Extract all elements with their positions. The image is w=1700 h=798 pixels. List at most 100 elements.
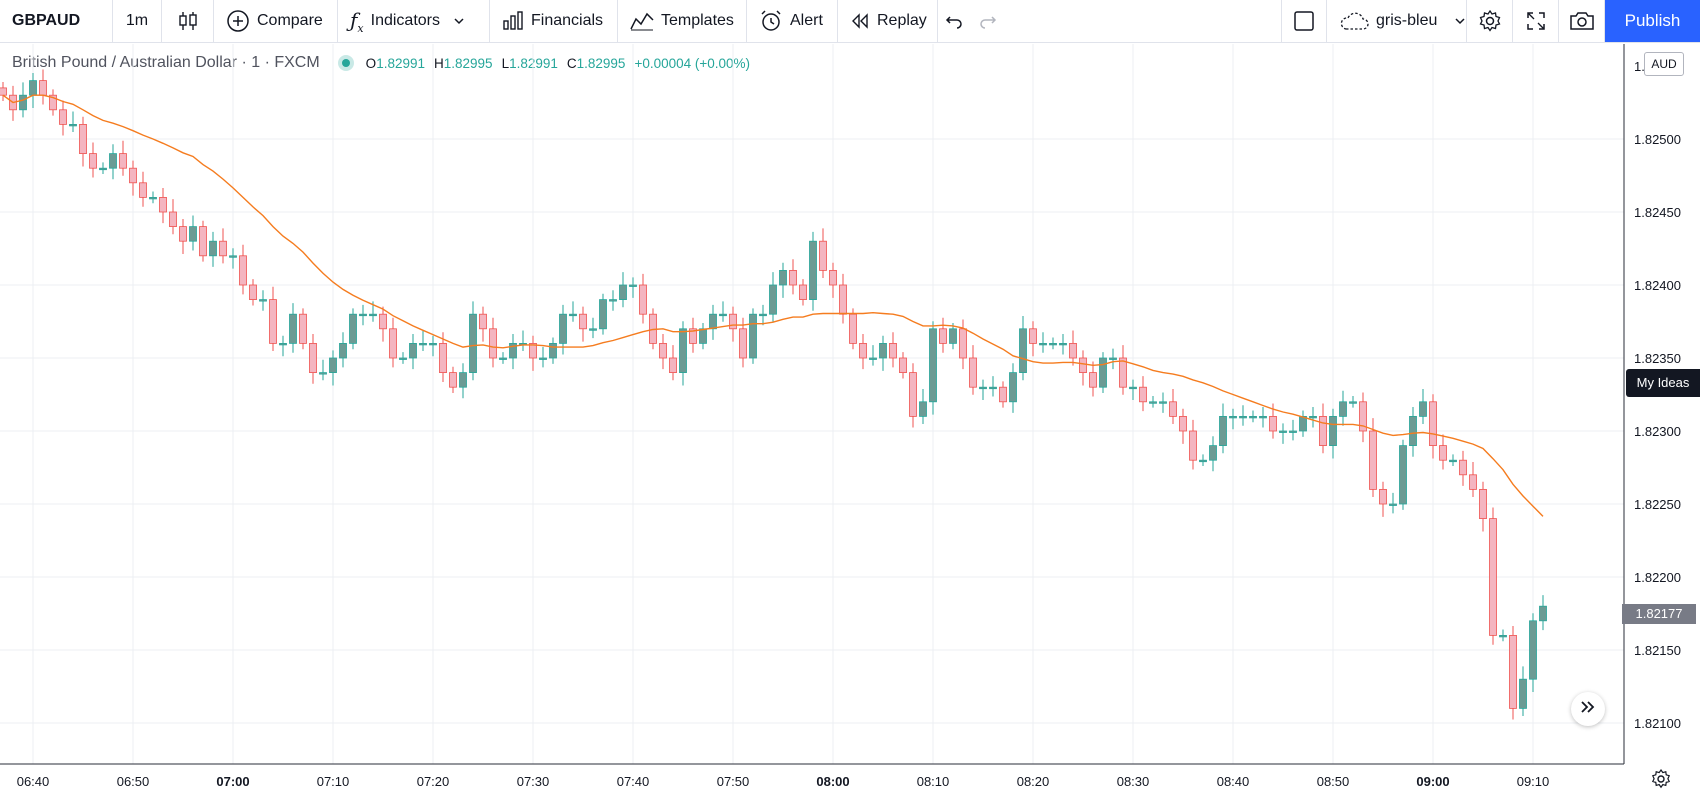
- time-tick-label: 07:50: [717, 774, 750, 789]
- price-tick-label: 1.82100: [1634, 716, 1681, 731]
- price-tick-label: 1.82200: [1634, 570, 1681, 585]
- currency-badge[interactable]: AUD: [1644, 52, 1684, 76]
- candle-body: [449, 372, 457, 388]
- series-title[interactable]: British Pound / Australian Dollar · 1 · …: [12, 54, 320, 71]
- candle-body: [959, 328, 967, 359]
- replay-button[interactable]: Replay: [838, 0, 938, 42]
- candle-body: [189, 226, 197, 242]
- snapshot-button[interactable]: [1559, 0, 1605, 42]
- publish-button[interactable]: Publish: [1605, 0, 1700, 42]
- alarm-clock-icon: [759, 9, 783, 33]
- candle-body: [1129, 386, 1137, 390]
- symbol-search[interactable]: GBPAUD: [0, 0, 113, 42]
- interval-button[interactable]: 1m: [113, 0, 162, 42]
- candle-body: [859, 342, 867, 359]
- financials-label: Financials: [531, 12, 604, 29]
- chart-type-button[interactable]: [162, 0, 214, 42]
- candle-body: [259, 299, 267, 302]
- moving-average-line: [2, 94, 1544, 517]
- templates-button[interactable]: Templates: [618, 0, 747, 42]
- candle-body: [469, 313, 477, 374]
- financials-button[interactable]: Financials: [490, 0, 618, 42]
- candle-body: [739, 328, 747, 359]
- candle-body: [1459, 459, 1467, 476]
- price-chart[interactable]: 1.82500 1.82450 1.82400 1.82350 1.82300 1.822…: [0, 44, 1700, 798]
- alert-label: Alert: [790, 12, 823, 29]
- candle-body: [239, 255, 247, 286]
- layout-button[interactable]: [1281, 0, 1327, 42]
- candle-body: [569, 313, 577, 317]
- candle-body: [1389, 503, 1397, 506]
- alert-button[interactable]: Alert: [747, 0, 838, 42]
- time-axis: 06:40 06:50 07:00 07:10 07:20 07:30 07:40 07:50…: [17, 774, 1550, 789]
- open-label: O: [365, 55, 377, 71]
- compare-label: Compare: [257, 12, 323, 29]
- candle-body: [1099, 357, 1107, 388]
- chart-grid: [0, 44, 1624, 764]
- candle-body: [999, 386, 1007, 403]
- time-tick-label: 07:40: [617, 774, 650, 789]
- candle-body: [679, 328, 687, 373]
- candle-body: [1519, 678, 1527, 709]
- candle-body: [1109, 357, 1117, 360]
- candle-body: [459, 372, 467, 388]
- chevron-down-icon[interactable]: [453, 17, 465, 25]
- layout-square-icon: [1293, 10, 1315, 32]
- rewind-icon: [850, 13, 870, 29]
- price-axis-top-label: 1.: [1634, 59, 1645, 74]
- candle-body: [329, 357, 337, 373]
- candle-body: [379, 313, 387, 330]
- candle-body: [309, 342, 317, 373]
- axis-settings-button[interactable]: [1650, 768, 1674, 792]
- compare-button[interactable]: Compare: [214, 0, 338, 42]
- candle-body: [1539, 605, 1547, 622]
- candle-body: [89, 153, 97, 169]
- candle-body: [1159, 401, 1167, 404]
- time-tick-label: 08:00: [816, 774, 849, 789]
- candle-body: [1309, 415, 1317, 419]
- candle-body: [979, 386, 987, 390]
- open-value: 1.82991: [376, 55, 425, 71]
- fullscreen-button[interactable]: [1513, 0, 1559, 42]
- candle-body: [629, 284, 637, 287]
- price-axis: 1.82500 1.82450 1.82400 1.82350 1.82300 1.822…: [1634, 132, 1681, 731]
- candle-body: [229, 255, 237, 258]
- candle-body: [789, 269, 797, 286]
- candle-body: [879, 342, 887, 359]
- candle-body: [1169, 401, 1177, 417]
- layout-name-button[interactable]: gris-bleu: [1327, 0, 1467, 42]
- candle-body: [1219, 415, 1227, 446]
- cloud-icon: [1339, 11, 1369, 31]
- candle-body: [1249, 415, 1257, 419]
- candle-body: [869, 357, 877, 360]
- candle-body: [1439, 445, 1447, 461]
- candle-body: [1379, 488, 1387, 505]
- candle-body: [79, 124, 87, 155]
- settings-button[interactable]: [1467, 0, 1513, 42]
- candle-body: [1329, 415, 1337, 446]
- time-tick-label: 07:30: [517, 774, 550, 789]
- candle-body: [829, 269, 837, 286]
- replay-label: Replay: [877, 12, 927, 29]
- redo-button[interactable]: [970, 0, 1006, 42]
- plus-circle-icon: [226, 9, 250, 33]
- candle-body: [99, 167, 107, 171]
- time-tick-label: 07:20: [417, 774, 450, 789]
- candle-body: [499, 357, 507, 360]
- candle-body: [659, 342, 667, 359]
- chevron-down-icon[interactable]: [1454, 17, 1466, 25]
- candle-body: [669, 357, 677, 373]
- chart-legend: British Pound / Australian Dollar · 1 · …: [12, 54, 750, 72]
- candle-body: [1359, 401, 1367, 432]
- undo-button[interactable]: [938, 0, 970, 42]
- indicators-button[interactable]: ƒx Indicators: [338, 0, 490, 42]
- candle-body: [389, 328, 397, 359]
- candle-body: [1409, 415, 1417, 446]
- scroll-to-realtime-button[interactable]: [1571, 692, 1605, 726]
- candles-icon: [178, 10, 198, 32]
- candle-body: [119, 153, 127, 169]
- candle-body: [1479, 488, 1487, 519]
- my-ideas-button[interactable]: My Ideas: [1626, 369, 1700, 397]
- publish-label: Publish: [1624, 11, 1681, 30]
- time-tick-label: 06:50: [117, 774, 150, 789]
